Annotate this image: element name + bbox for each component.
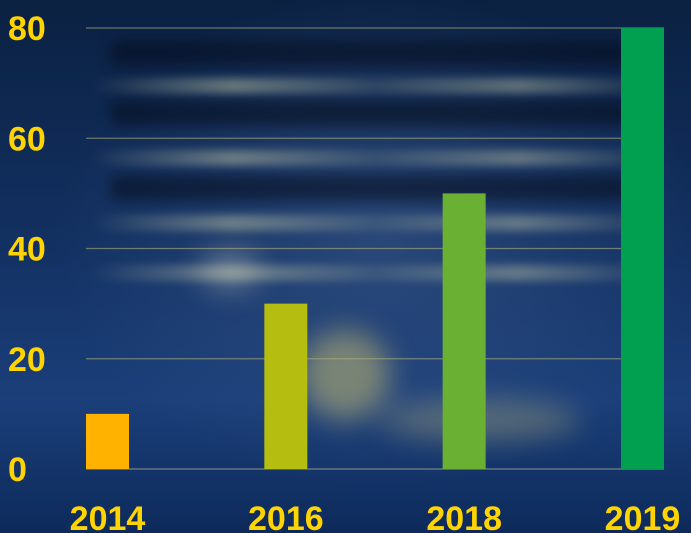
gridlines [86, 27, 664, 470]
background-blur [90, 150, 661, 166]
background-blur [90, 215, 661, 231]
y-tick-label: 80 [8, 10, 46, 48]
background-blur [90, 265, 661, 281]
x-tick-label: 2016 [248, 500, 324, 533]
y-tick-label: 60 [8, 120, 46, 158]
x-tick-label: 2018 [426, 500, 502, 533]
y-tick-label: 20 [8, 341, 46, 379]
bar-2019 [621, 28, 664, 469]
y-axis-ticks: 0 20 40 60 80 [8, 10, 46, 489]
x-tick-label: 2014 [70, 500, 146, 533]
y-tick-label: 40 [8, 231, 46, 269]
bar-2016 [264, 303, 308, 469]
bar-2018 [442, 193, 486, 469]
background-glow [300, 330, 390, 420]
background-blur [110, 100, 631, 126]
background-blur [90, 78, 661, 94]
background-blur [110, 40, 631, 66]
y-tick-label: 0 [8, 451, 27, 489]
background-blur [110, 175, 631, 201]
x-tick-label: 2019 [605, 500, 681, 533]
x-axis-ticks: 2014 2016 2018 2019 [70, 500, 681, 533]
bars [86, 28, 664, 469]
background-glow [200, 250, 260, 290]
bar-2014 [86, 413, 129, 469]
